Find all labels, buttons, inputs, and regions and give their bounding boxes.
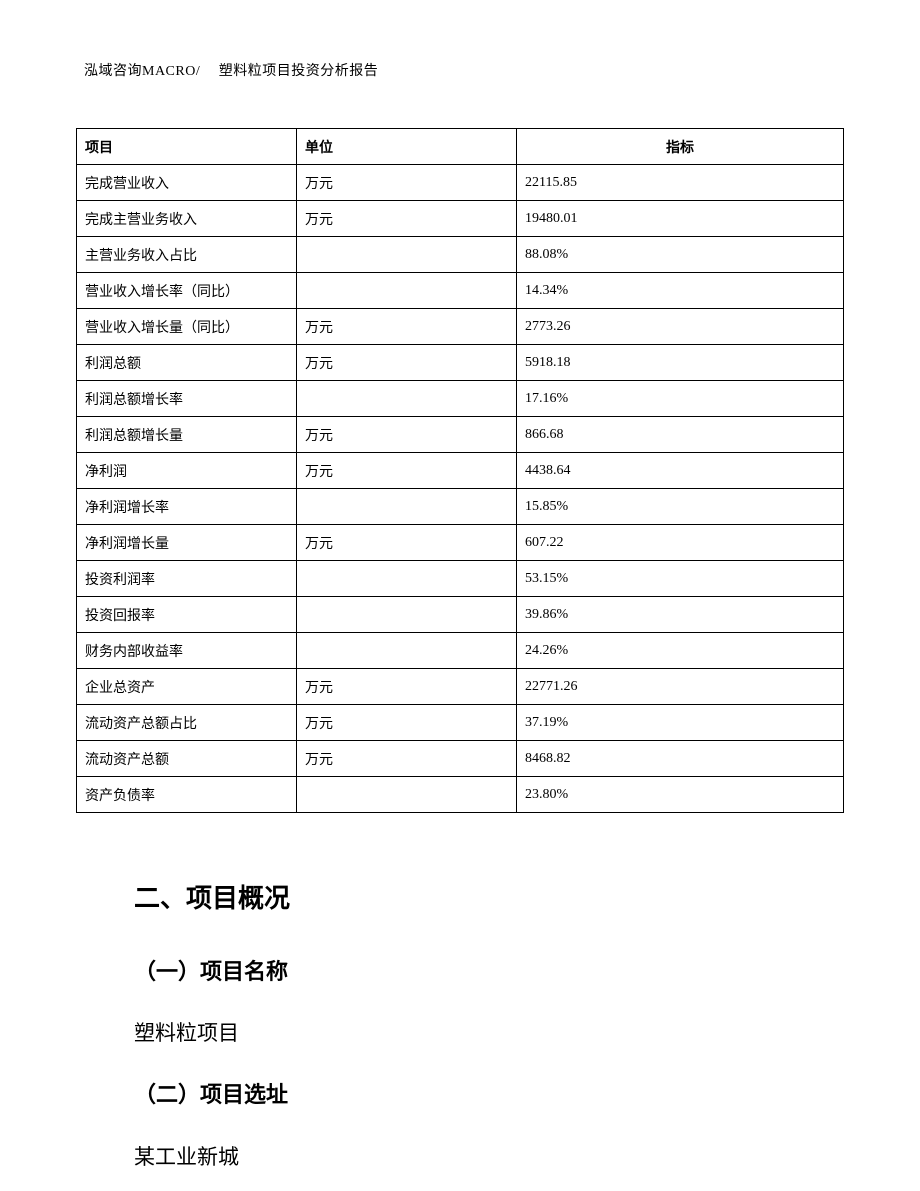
cell-value: 5918.18 (517, 345, 844, 381)
cell-item: 流动资产总额占比 (77, 705, 297, 741)
table-row: 流动资产总额占比万元37.19% (77, 705, 844, 741)
cell-item: 营业收入增长率（同比） (77, 273, 297, 309)
cell-value: 14.34% (517, 273, 844, 309)
page-header: 泓域咨询MACRO/ 塑料粒项目投资分析报告 (84, 60, 844, 80)
cell-value: 23.80% (517, 777, 844, 813)
cell-value: 24.26% (517, 633, 844, 669)
cell-unit (297, 489, 517, 525)
cell-unit (297, 561, 517, 597)
cell-item: 利润总额增长率 (77, 381, 297, 417)
cell-unit (297, 597, 517, 633)
body-section: 二、项目概况 （一）项目名称 塑料粒项目 （二）项目选址 某工业新城 (76, 865, 844, 1184)
cell-value: 17.16% (517, 381, 844, 417)
cell-value: 53.15% (517, 561, 844, 597)
table-row: 投资利润率 53.15% (77, 561, 844, 597)
subsection-heading-name: （一）项目名称 (134, 943, 844, 1000)
subsection-heading-location: （二）项目选址 (134, 1066, 844, 1123)
cell-item: 利润总额 (77, 345, 297, 381)
cell-item: 投资利润率 (77, 561, 297, 597)
cell-value: 866.68 (517, 417, 844, 453)
table-row: 完成主营业务收入万元19480.01 (77, 201, 844, 237)
col-header-unit: 单位 (297, 129, 517, 165)
cell-item: 投资回报率 (77, 597, 297, 633)
cell-unit: 万元 (297, 453, 517, 489)
cell-item: 净利润增长量 (77, 525, 297, 561)
section-heading-overview: 二、项目概况 (134, 865, 844, 933)
cell-value: 39.86% (517, 597, 844, 633)
project-location-text: 某工业新城 (134, 1130, 844, 1185)
table-row: 企业总资产万元22771.26 (77, 669, 844, 705)
table-row: 资产负债率 23.80% (77, 777, 844, 813)
cell-value: 37.19% (517, 705, 844, 741)
cell-item: 企业总资产 (77, 669, 297, 705)
table-row: 投资回报率 39.86% (77, 597, 844, 633)
table-row: 完成营业收入万元22115.85 (77, 165, 844, 201)
cell-value: 19480.01 (517, 201, 844, 237)
table-row: 营业收入增长率（同比） 14.34% (77, 273, 844, 309)
cell-unit: 万元 (297, 309, 517, 345)
cell-unit (297, 381, 517, 417)
cell-unit: 万元 (297, 345, 517, 381)
cell-item: 财务内部收益率 (77, 633, 297, 669)
col-header-value: 指标 (517, 129, 844, 165)
cell-item: 资产负债率 (77, 777, 297, 813)
cell-unit (297, 633, 517, 669)
col-header-item: 项目 (77, 129, 297, 165)
financial-indicators-table: 项目 单位 指标 完成营业收入万元22115.85 完成主营业务收入万元1948… (76, 128, 844, 813)
cell-value: 607.22 (517, 525, 844, 561)
cell-item: 利润总额增长量 (77, 417, 297, 453)
cell-item: 净利润增长率 (77, 489, 297, 525)
cell-unit: 万元 (297, 165, 517, 201)
cell-value: 22771.26 (517, 669, 844, 705)
cell-value: 15.85% (517, 489, 844, 525)
table-row: 流动资产总额万元8468.82 (77, 741, 844, 777)
cell-value: 2773.26 (517, 309, 844, 345)
cell-item: 完成主营业务收入 (77, 201, 297, 237)
table-row: 利润总额增长量万元866.68 (77, 417, 844, 453)
cell-item: 净利润 (77, 453, 297, 489)
table-row: 净利润万元4438.64 (77, 453, 844, 489)
cell-item: 完成营业收入 (77, 165, 297, 201)
cell-unit: 万元 (297, 525, 517, 561)
cell-value: 88.08% (517, 237, 844, 273)
cell-unit: 万元 (297, 669, 517, 705)
project-name-text: 塑料粒项目 (134, 1006, 844, 1061)
cell-value: 8468.82 (517, 741, 844, 777)
cell-unit (297, 237, 517, 273)
cell-unit: 万元 (297, 201, 517, 237)
cell-item: 流动资产总额 (77, 741, 297, 777)
cell-item: 主营业务收入占比 (77, 237, 297, 273)
table-row: 净利润增长率 15.85% (77, 489, 844, 525)
cell-value: 4438.64 (517, 453, 844, 489)
cell-value: 22115.85 (517, 165, 844, 201)
table-row: 利润总额万元5918.18 (77, 345, 844, 381)
cell-item: 营业收入增长量（同比） (77, 309, 297, 345)
table-row: 营业收入增长量（同比）万元2773.26 (77, 309, 844, 345)
cell-unit: 万元 (297, 417, 517, 453)
cell-unit: 万元 (297, 741, 517, 777)
cell-unit (297, 273, 517, 309)
table-row: 净利润增长量万元607.22 (77, 525, 844, 561)
table-row: 主营业务收入占比 88.08% (77, 237, 844, 273)
cell-unit: 万元 (297, 705, 517, 741)
table-row: 财务内部收益率 24.26% (77, 633, 844, 669)
table-row: 利润总额增长率 17.16% (77, 381, 844, 417)
cell-unit (297, 777, 517, 813)
table-header-row: 项目 单位 指标 (77, 129, 844, 165)
